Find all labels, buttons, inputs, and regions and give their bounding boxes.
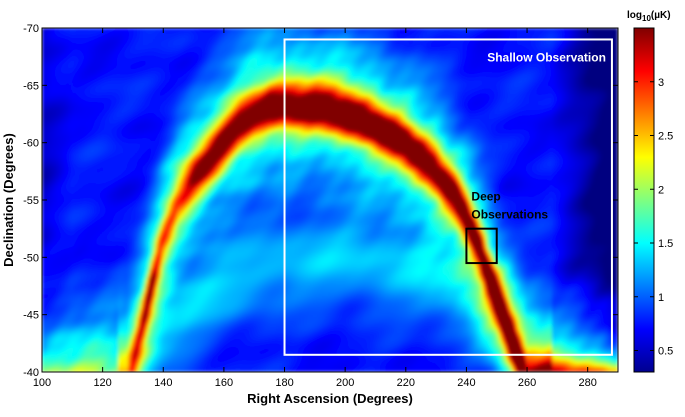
x-tick-label: 140 [154, 377, 172, 389]
shallow-observation-box [283, 38, 613, 356]
colorbar-tick-label: 2 [658, 184, 664, 196]
x-tick-label: 100 [33, 377, 51, 389]
y-tick-label: -50 [23, 252, 39, 264]
colorbar-label-sub: 10 [642, 14, 651, 23]
colorbar-gradient [633, 27, 655, 373]
colorbar: 0.5 1 1.5 2 2.5 3 log10(µK) [627, 10, 673, 373]
x-tick-label: 220 [397, 377, 415, 389]
y-axis: -70 -65 -60 -55 -50 -45 -40 [23, 23, 618, 379]
colorbar-tick-label: 1.5 [658, 238, 673, 250]
heatmap-area [42, 28, 618, 372]
heatmap-image [42, 28, 618, 372]
x-tick-label: 260 [518, 377, 536, 389]
y-tick-label: -55 [23, 195, 39, 207]
annotations: Shallow Observation Deep Observations [283, 38, 613, 356]
colorbar-tick-label: 1 [658, 292, 664, 304]
x-tick-label: 240 [457, 377, 475, 389]
deep-observation-box [465, 227, 498, 265]
colorbar-ticks: 0.5 1 1.5 2 2.5 3 [634, 77, 673, 358]
deep-observation-label-line2: Observations [471, 208, 548, 222]
colorbar-label: log10(µK) [627, 10, 671, 23]
x-tick-label: 120 [93, 377, 111, 389]
colorbar-tick-label: 0.5 [658, 346, 673, 358]
x-tick-label: 160 [215, 377, 233, 389]
colorbar-tick-label: 2.5 [658, 131, 673, 143]
y-tick-label: -60 [23, 138, 39, 150]
x-axis: 100 120 140 160 180 200 220 240 260 280 [33, 28, 597, 389]
colorbar-label-main: log [627, 10, 642, 21]
colorbar-label-unit: (µK) [651, 10, 671, 21]
x-tick-label: 280 [579, 377, 597, 389]
colorbar-tick-label: 3 [658, 77, 664, 89]
x-axis-label: Right Ascension (Degrees) [247, 391, 413, 406]
x-tick-label: 180 [275, 377, 293, 389]
y-tick-label: -45 [23, 310, 39, 322]
deep-observation-label-line1: Deep [471, 190, 500, 204]
y-tick-label: -70 [23, 23, 39, 35]
y-tick-label: -40 [23, 367, 39, 379]
y-axis-label: Declination (Degrees) [1, 133, 16, 267]
y-tick-label: -65 [23, 80, 39, 92]
shallow-observation-label: Shallow Observation [487, 50, 606, 64]
x-tick-label: 200 [336, 377, 354, 389]
